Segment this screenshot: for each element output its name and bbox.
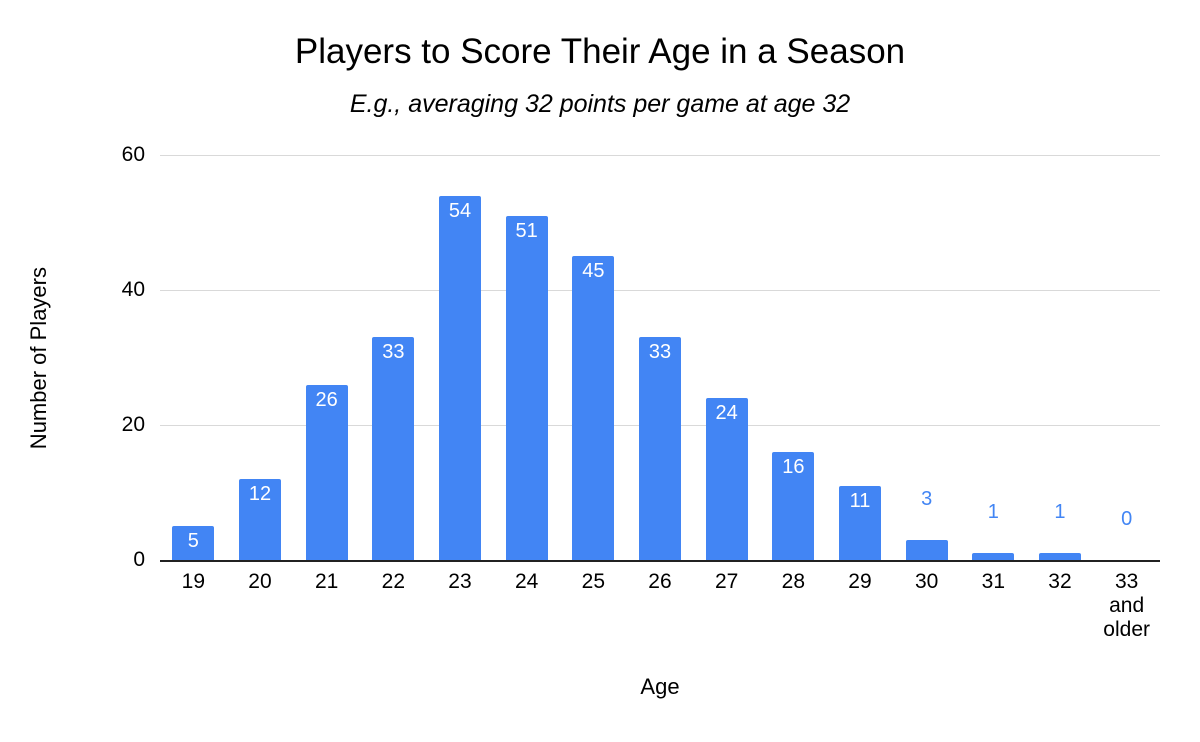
chart-bar-age-21 — [305, 384, 348, 560]
y-tick-label: 40 — [121, 278, 145, 301]
bar-value-label: 12 — [248, 483, 272, 505]
bar-value-label: 11 — [849, 489, 871, 512]
bar-value-label: 5 — [187, 530, 199, 553]
gridline — [160, 290, 1160, 291]
bar-value-label: 24 — [715, 402, 738, 424]
chart-bar-age-22 — [372, 337, 415, 560]
plot-area: 0 20 40 60 5 19 12 20 26 21 33 22 54 23 51 24 45 25 33 26 24… — [122, 143, 1160, 641]
bar-value-label: 45 — [582, 260, 605, 283]
bar-value-label: 1 — [1054, 501, 1066, 524]
chart-bar-age-23 — [439, 195, 481, 560]
x-tick-label: 26 — [648, 570, 672, 593]
bar-value-label: 33 — [648, 341, 672, 364]
y-axis-title: Number of Players — [22, 155, 56, 562]
bar-value-label: 3 — [921, 487, 933, 510]
chart-bar-age-24 — [505, 215, 548, 560]
chart-bar-age-31 — [972, 553, 1015, 560]
chart-subtitle: E.g., averaging 32 points per game at ag… — [349, 90, 851, 118]
chart-bar-age-27 — [705, 398, 748, 560]
x-axis-title: Age — [640, 674, 680, 699]
x-tick-label: 30 — [914, 570, 939, 593]
chart-title: Players to Score Their Age in a Season — [294, 32, 906, 71]
x-tick-label: 29 — [848, 570, 872, 593]
chart-bar-age-20 — [239, 479, 281, 560]
x-tick-label: 23 — [448, 570, 472, 593]
x-tick-label: 27 — [714, 570, 739, 593]
x-tick-label: 33 and older — [1103, 570, 1150, 641]
x-tick-label: 28 — [781, 570, 805, 593]
x-tick-label: 31 — [981, 570, 1005, 593]
x-tick-label: 25 — [581, 570, 605, 593]
y-tick-label: 0 — [133, 548, 145, 571]
chart-bar-age-30 — [905, 539, 948, 560]
chart-bar-age-32 — [1039, 553, 1081, 560]
y-tick-label: 20 — [121, 413, 145, 436]
gridline — [160, 155, 1160, 156]
y-axis-title-text: Number of Players — [26, 267, 51, 450]
bar-value-label: 26 — [315, 388, 338, 411]
bar-value-label: 33 — [382, 341, 405, 364]
x-tick-label: 21 — [314, 570, 339, 593]
bar-value-label: 51 — [515, 219, 538, 242]
x-tick-label: 32 — [1048, 570, 1072, 593]
x-tick-label: 22 — [381, 570, 405, 593]
x-tick-label: 20 — [248, 570, 272, 593]
chart-bar-age-19 — [172, 526, 215, 560]
y-tick-label: 60 — [121, 143, 145, 166]
chart-bar-age-29 — [839, 485, 881, 560]
chart-bar-age-25 — [572, 256, 615, 560]
chart-bar-age-26 — [639, 337, 681, 560]
x-tick-label: 24 — [514, 570, 539, 593]
bar-value-label: 16 — [782, 456, 805, 478]
bar-value-label: 0 — [1121, 508, 1133, 530]
x-tick-label: 19 — [181, 570, 205, 593]
bar-value-label: 54 — [448, 199, 472, 222]
chart-bar-age-28 — [772, 452, 815, 560]
bar-value-label: 1 — [987, 501, 999, 524]
